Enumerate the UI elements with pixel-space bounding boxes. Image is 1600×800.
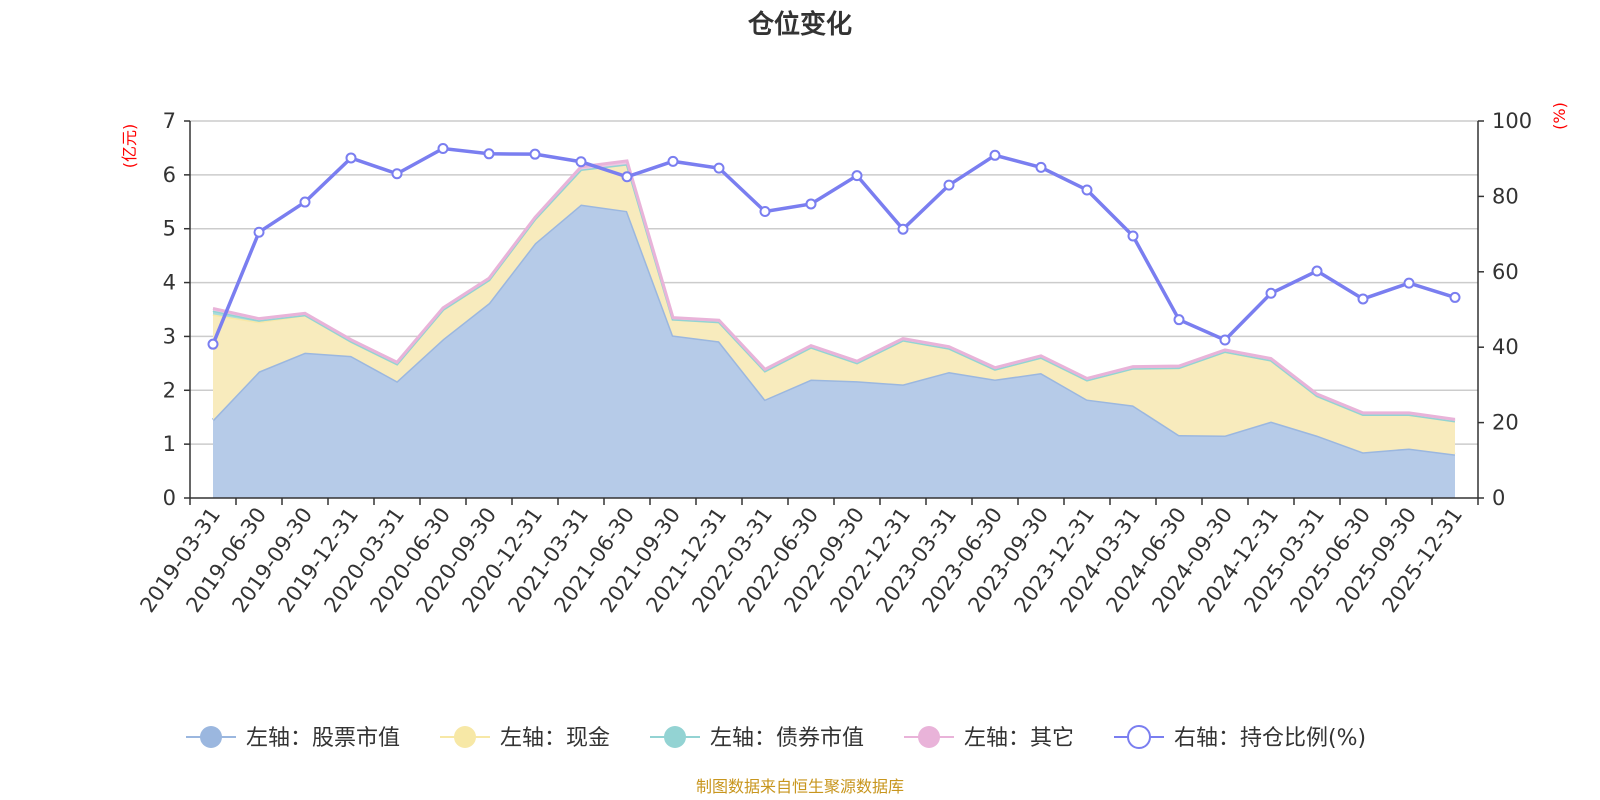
position-ratio-point — [805, 198, 817, 210]
position-ratio-point — [713, 162, 725, 174]
position-ratio-point — [1311, 265, 1323, 277]
legend-item: 左轴：债券市值 — [650, 726, 864, 751]
position-ratio-line — [211, 146, 1456, 345]
legend-label: 左轴：其它 — [964, 726, 1074, 751]
legend-marker — [200, 726, 222, 748]
position-ratio-point — [391, 168, 403, 180]
legend-marker — [664, 726, 686, 748]
position-ratio-point — [529, 148, 541, 160]
legend-label: 左轴：现金 — [500, 726, 610, 751]
position-ratio-point — [1403, 277, 1415, 289]
legend-item: 左轴：现金 — [440, 726, 610, 751]
area-0 — [213, 204, 1455, 498]
area-series-layer — [211, 159, 1456, 498]
position-ratio-point — [851, 170, 863, 182]
legend-label: 右轴：持仓比例(%) — [1174, 726, 1366, 751]
right-axis-unit: (%) — [1550, 102, 1569, 130]
legend: 左轴：股票市值 左轴：现金 左轴：债券市值 左轴：其它 右轴：持仓比例(%) — [186, 725, 1366, 751]
position-ratio-point — [1449, 291, 1461, 303]
position-ratio-point — [759, 205, 771, 217]
legend-item: 左轴：其它 — [904, 726, 1074, 751]
left-axis-tick-label: 6 — [163, 163, 176, 187]
position-ratio-point — [989, 149, 1001, 161]
right-axis-tick-label: 80 — [1492, 184, 1519, 208]
left-axis-tick-label: 1 — [163, 432, 176, 456]
left-axis-tick-label: 0 — [163, 486, 176, 510]
position-ratio-point — [575, 156, 587, 168]
left-axis-tick-label: 7 — [163, 109, 176, 133]
chart-title: 仓位变化 — [747, 9, 852, 40]
left-axis-tick-label: 3 — [163, 324, 176, 348]
left-axis-tick-label: 5 — [163, 217, 176, 241]
position-ratio-point — [437, 143, 449, 155]
legend-marker — [454, 726, 476, 748]
right-axis-tick-label: 40 — [1492, 335, 1519, 359]
right-axis-tick-label: 0 — [1492, 486, 1505, 510]
position-ratio-point — [1081, 184, 1093, 196]
position-ratio-point — [897, 223, 909, 235]
position-ratio-point — [1265, 287, 1277, 299]
position-ratio-point — [1173, 314, 1185, 326]
legend-label: 左轴：股票市值 — [246, 726, 400, 751]
position-ratio-line-layer — [207, 143, 1461, 350]
legend-item: 左轴：股票市值 — [186, 726, 400, 751]
position-ratio-point — [207, 338, 219, 350]
legend-item: 右轴：持仓比例(%) — [1114, 725, 1366, 751]
position-ratio-point — [253, 226, 265, 238]
position-ratio-point — [943, 179, 955, 191]
position-ratio-point — [299, 196, 311, 208]
position-ratio-point — [1035, 161, 1047, 173]
left-axis-tick-label: 4 — [163, 271, 176, 295]
legend-marker — [918, 726, 940, 748]
right-axis-tick-label: 100 — [1492, 109, 1532, 133]
position-ratio-point — [345, 152, 357, 164]
position-ratio-point — [483, 148, 495, 160]
area-edge-3 — [212, 159, 1456, 421]
position-ratio-point — [667, 155, 679, 167]
data-source-note: 制图数据来自恒生聚源数据库 — [696, 777, 904, 796]
legend-marker — [1127, 725, 1151, 749]
position-ratio-point — [1127, 230, 1139, 242]
left-axis-tick-label: 2 — [163, 378, 176, 402]
legend-label: 左轴：债券市值 — [710, 726, 864, 751]
position-ratio-point — [1219, 334, 1231, 346]
position-ratio-point — [621, 171, 633, 183]
left-axis-unit: (亿元) — [120, 124, 139, 169]
right-axis-tick-label: 60 — [1492, 260, 1519, 284]
right-axis-tick-label: 20 — [1492, 411, 1519, 435]
position-ratio-point — [1357, 293, 1369, 305]
